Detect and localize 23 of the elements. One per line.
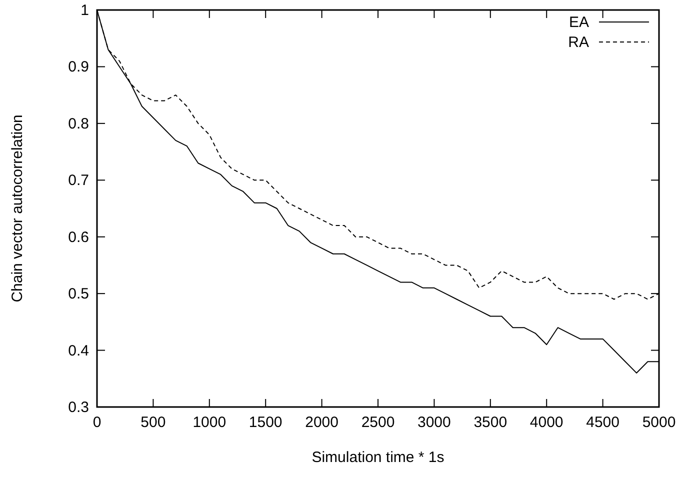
legend-label: RA [568, 34, 589, 51]
x-tick-label: 0 [92, 414, 102, 431]
y-axis-title: Chain vector autocorrelation [9, 114, 26, 302]
y-tick-label: 0.8 [68, 115, 89, 132]
y-tick-label: 1 [80, 2, 89, 19]
y-tick-label: 0.5 [68, 286, 89, 303]
x-tick-label: 4000 [530, 414, 564, 431]
y-tick-label: 0.3 [68, 399, 89, 416]
x-tick-label: 3000 [418, 414, 451, 431]
x-tick-label: 2500 [361, 414, 395, 431]
x-tick-label: 1500 [248, 414, 282, 431]
x-tick-label: 500 [140, 414, 166, 431]
legend-label: EA [568, 14, 589, 31]
y-tick-label: 0.9 [68, 58, 89, 76]
y-tick-label: 0.7 [68, 172, 89, 190]
y-tick-label: 0.6 [68, 228, 89, 246]
x-axis-title: Simulation time * 1s [312, 449, 444, 466]
x-tick-label: 3500 [474, 414, 508, 431]
x-tick-label: 2000 [305, 414, 338, 431]
x-tick-label: 4500 [586, 414, 620, 431]
x-tick-label: 1000 [192, 414, 226, 431]
y-tick-label: 0.4 [68, 342, 89, 360]
x-tick-label: 5000 [642, 414, 676, 431]
